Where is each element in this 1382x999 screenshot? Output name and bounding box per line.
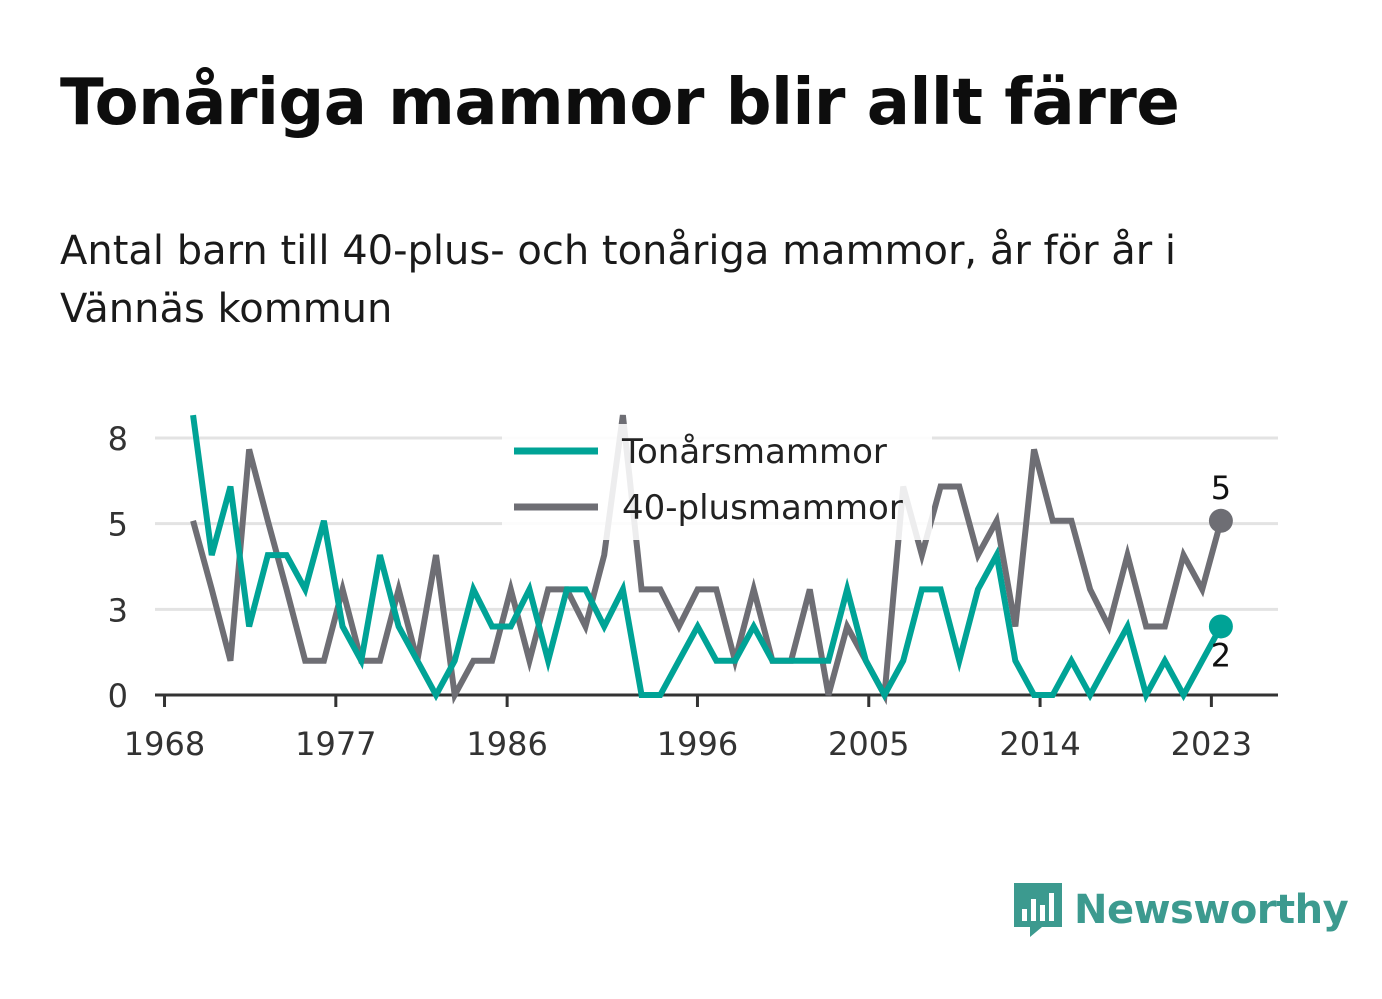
chart-title: Tonåriga mammor blir allt färre [60,66,1180,140]
series-endpoints: 25 [1208,469,1233,674]
y-tick-label: 5 [108,506,128,544]
x-tick-label: 1996 [657,725,738,763]
y-tick-label: 8 [108,420,128,458]
y-tick-label: 3 [108,591,128,629]
endpoint-dot-plus40 [1208,508,1233,533]
legend-label-teen: Tonårsmammor [621,432,887,472]
newsworthy-logo-icon [1014,883,1062,937]
y-axis-ticks: 0 3 5 8 [108,420,128,715]
chart-subtitle: Antal barn till 40-plus- och tonåriga ma… [60,228,1177,332]
endpoint-label-teen: 2 [1211,636,1231,674]
x-tick-label: 1986 [466,725,547,763]
x-tick-label: 2014 [999,725,1080,763]
series-line-teen [190,414,1224,703]
y-tick-label: 0 [108,677,128,715]
x-tick-label: 1968 [124,725,205,763]
endpoint-label-plus40: 5 [1211,469,1231,507]
series-lines [190,414,1224,706]
legend-background [502,424,932,540]
brand-name: Newsworthy [1074,887,1349,933]
legend-label-plus40: 40-plusmammor [622,488,903,528]
legend: Tonårsmammor 40-plusmammor [502,424,932,540]
endpoint-dot-teen [1208,614,1233,639]
x-tick-label: 2005 [828,725,909,763]
x-tick-label: 2023 [1171,725,1252,763]
x-tick-label: 1977 [295,725,376,763]
x-axis-ticks: 1968 1977 1986 1996 2005 2014 2023 [124,695,1252,763]
brand: Newsworthy [1012,880,1349,940]
series-line-plus40 [190,414,1224,706]
